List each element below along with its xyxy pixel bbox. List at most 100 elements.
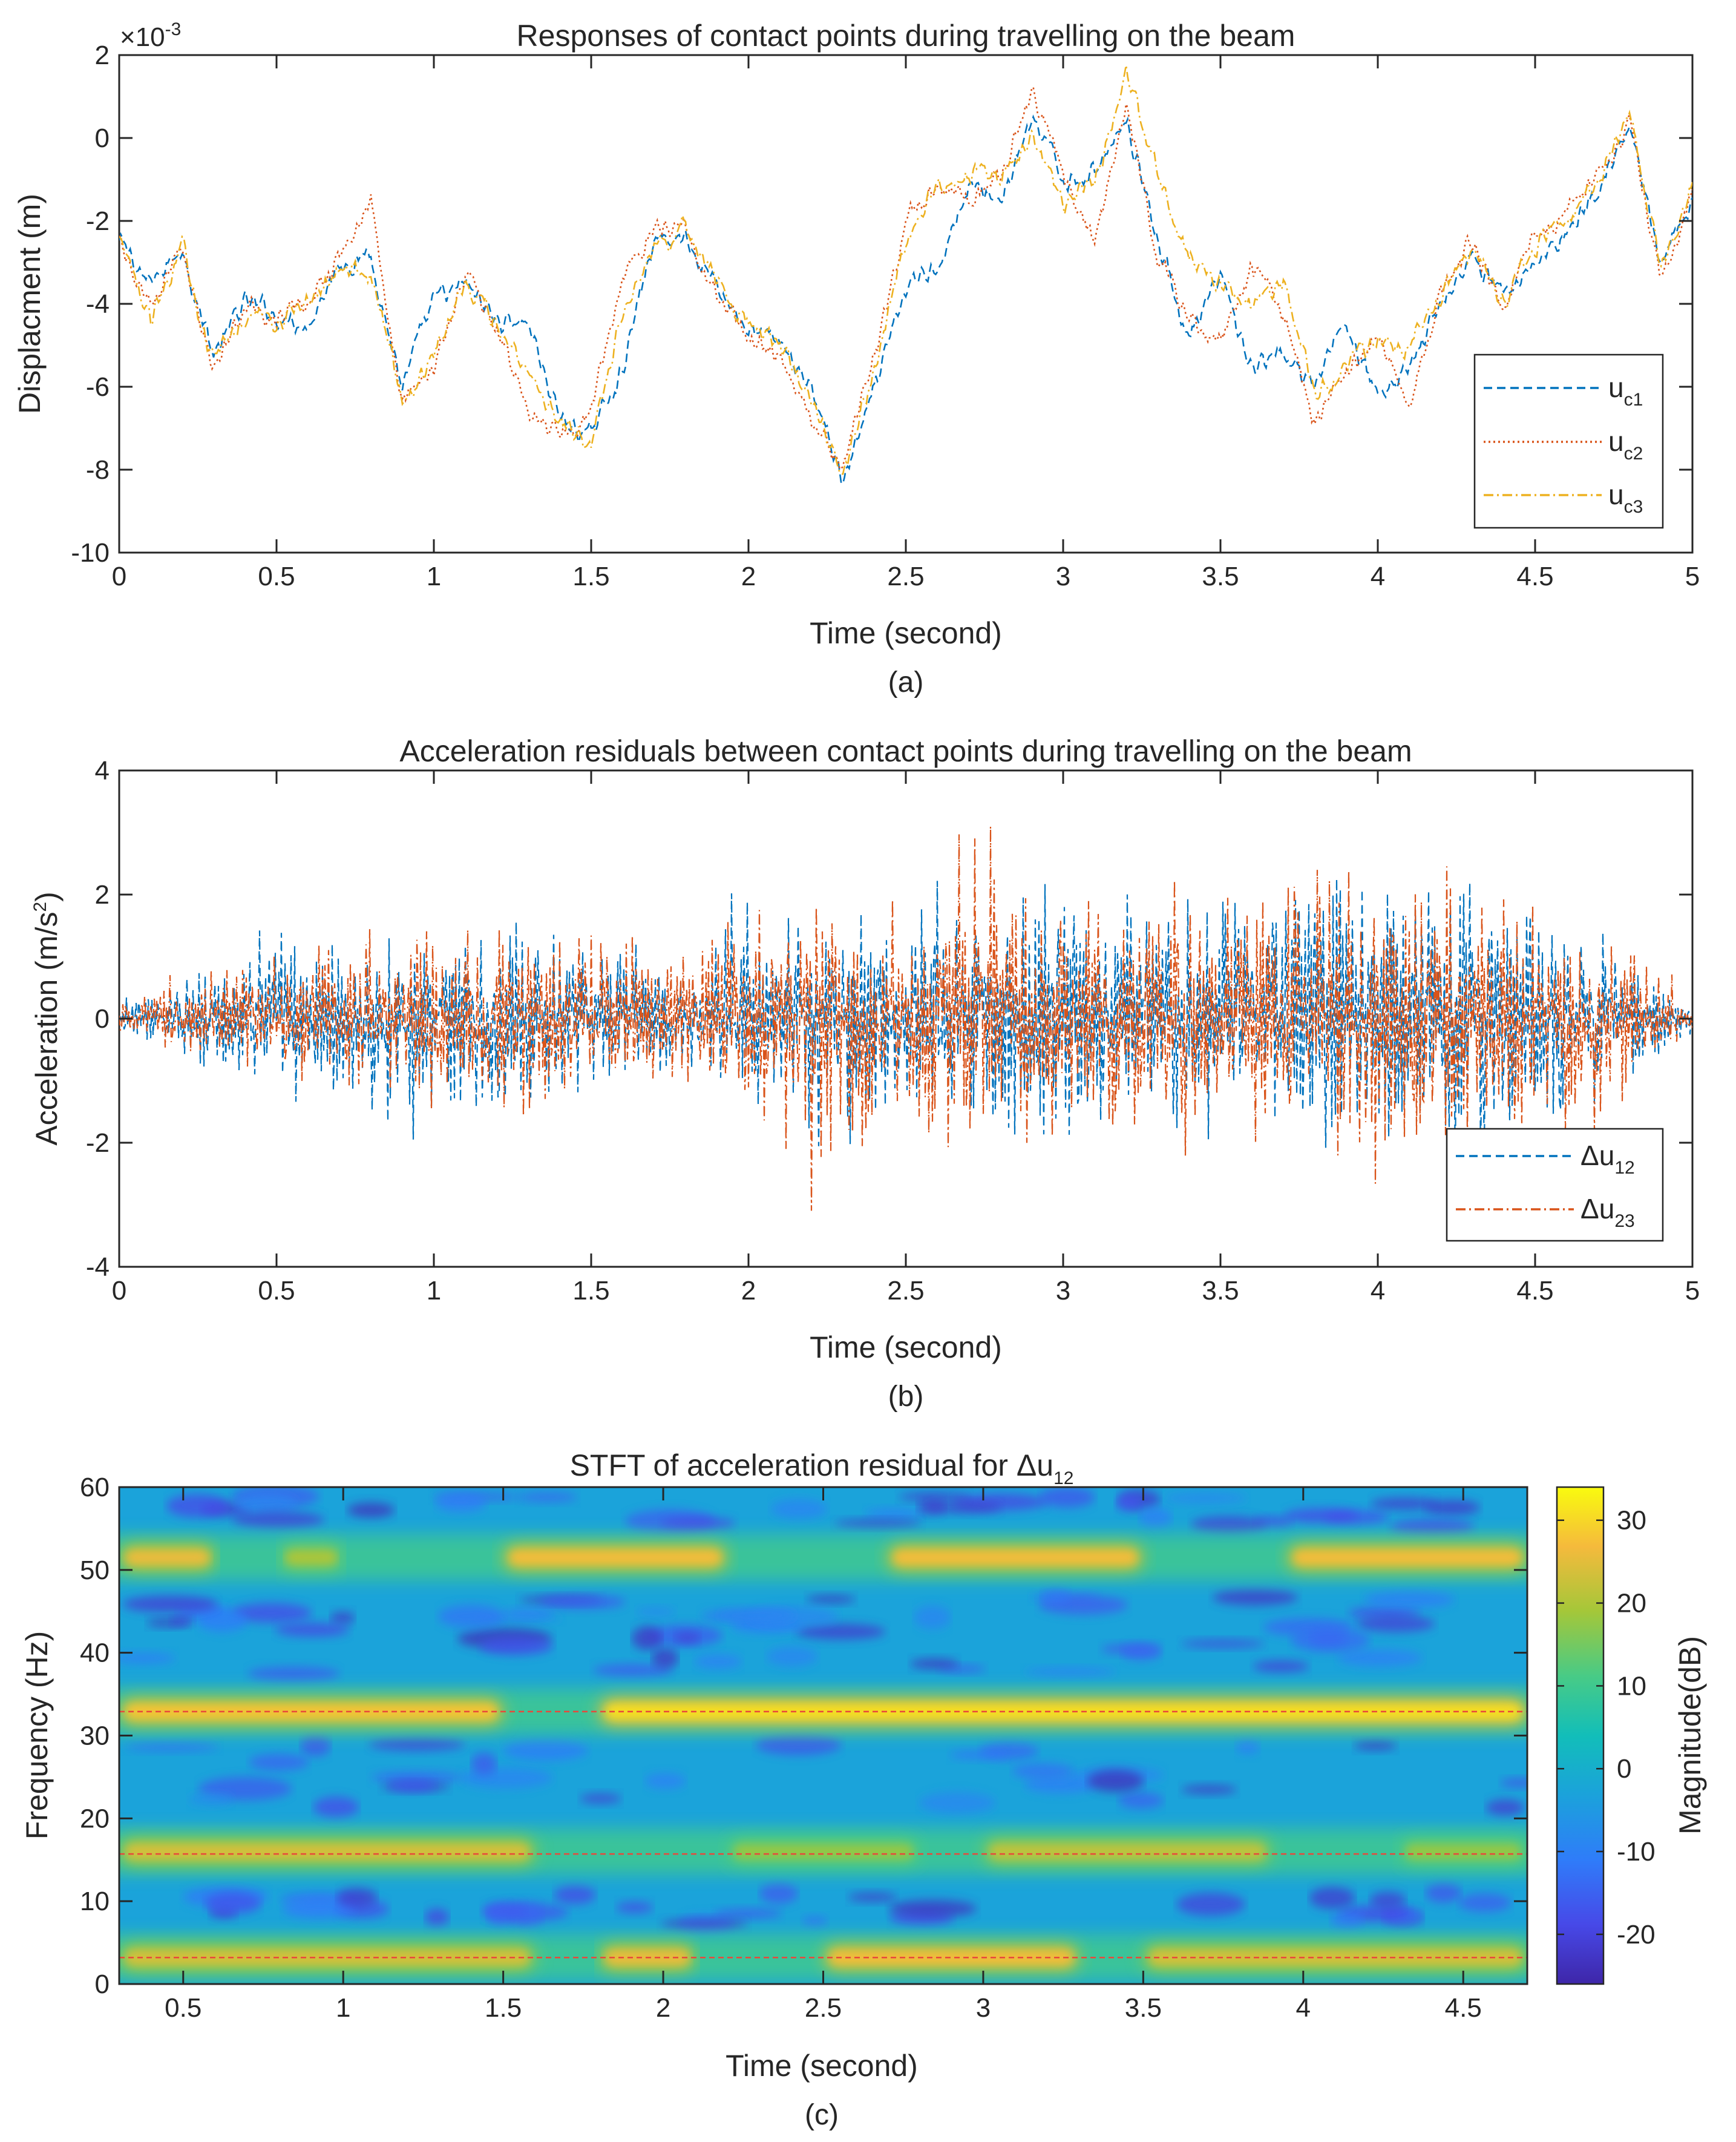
spectrogram-low-patch	[1371, 1497, 1438, 1510]
x-tick-label: 3	[1056, 1276, 1070, 1306]
spectrogram-low-patch	[283, 1900, 356, 1919]
spectrogram-low-patch	[370, 1772, 462, 1783]
x-tick-label: 1.5	[572, 562, 609, 591]
spectrogram-low-patch	[1118, 1792, 1164, 1809]
spectrogram-low-patch	[651, 1648, 679, 1669]
series-line-c3	[119, 65, 1692, 475]
x-tick-label: 1	[336, 1993, 350, 2023]
spectrogram-low-patch	[1164, 1493, 1247, 1503]
x-tick-label: 0.5	[165, 1993, 201, 2023]
spectrogram-low-patch	[169, 1617, 195, 1625]
spectrogram-energy-core	[893, 1550, 1138, 1565]
spectrogram-low-patch	[1024, 1776, 1098, 1793]
y-tick-label: -4	[86, 1252, 110, 1282]
panel-a-exponent-label: ×10-3	[120, 19, 181, 52]
spectrogram-low-patch	[759, 1883, 798, 1904]
spectrogram-low-patch	[1283, 1508, 1358, 1523]
spectrogram-low-patch	[889, 1900, 977, 1917]
spectrogram-low-patch	[313, 1796, 359, 1818]
spectrogram-low-patch	[503, 1739, 588, 1761]
spectrogram-low-patch	[1012, 1763, 1075, 1779]
y-tick-label: -4	[86, 289, 110, 319]
panel-c-x-label: Time (second)	[726, 2049, 918, 2083]
spectrogram-low-patch	[661, 1517, 736, 1531]
y-tick-label: 40	[80, 1638, 110, 1668]
legend-label-du12: Δu12	[1580, 1140, 1635, 1178]
spectrogram-low-patch	[865, 1508, 924, 1519]
series-line-du23	[119, 826, 1692, 1211]
spectrogram-low-patch	[235, 1494, 298, 1514]
spectrogram-low-patch	[694, 1654, 742, 1669]
spectrogram-low-patch	[330, 1612, 356, 1624]
panel-a-plot-area	[119, 65, 1692, 485]
spectrogram-low-patch	[1139, 1507, 1173, 1528]
spectrogram-energy-core	[125, 1950, 529, 1965]
y-tick-label: 4	[95, 756, 110, 786]
spectrogram-low-patch	[1485, 1799, 1525, 1816]
spectrogram-low-patch	[232, 1511, 325, 1528]
panel-a-title: Responses of contact points during trave…	[517, 19, 1295, 53]
legend-label-uc1: uc1	[1608, 372, 1643, 410]
spectrogram-low-patch	[122, 1595, 218, 1613]
y-tick-label: 0	[95, 1970, 110, 1999]
x-tick-label: 2.5	[887, 1276, 924, 1306]
spectrogram-low-patch	[756, 1734, 842, 1755]
spectrogram-low-patch	[247, 1667, 340, 1681]
spectrogram-heatmap	[119, 1487, 1527, 1984]
colorbar-label: Magnitude(dB)	[1673, 1636, 1707, 1835]
panel-a: Responses of contact points during trave…	[13, 19, 1700, 698]
x-tick-label: 1.5	[572, 1276, 609, 1306]
y-tick-label: -10	[71, 538, 110, 568]
y-tick-label: 20	[80, 1804, 110, 1833]
colorbar-tick-label: 20	[1617, 1589, 1646, 1618]
panel-a-legend-box	[1473, 353, 1664, 529]
x-tick-label: 3.5	[1202, 562, 1239, 591]
spectrogram-low-patch	[1181, 1785, 1238, 1795]
spectrogram-low-patch	[336, 1887, 378, 1907]
panel-a-x-label: Time (second)	[810, 616, 1002, 650]
spectrogram-low-patch	[1191, 1516, 1267, 1533]
spectrogram-low-patch	[388, 1779, 436, 1792]
panel-a-caption: (a)	[888, 666, 924, 698]
panel-a-y-label: Displacment (m)	[13, 194, 47, 414]
x-tick-label: 1	[427, 1276, 441, 1306]
spectrogram-low-patch	[1390, 1519, 1475, 1536]
spectrogram-low-patch	[1330, 1911, 1364, 1929]
x-tick-label: 3	[1056, 562, 1070, 591]
panel-a-axes-box	[118, 54, 1694, 554]
spectrogram-low-patch	[914, 1605, 951, 1629]
panel-b-legend: Δu12 Δu23	[1446, 1128, 1664, 1242]
x-tick-label: 2.5	[805, 1993, 842, 2023]
x-tick-label: 0	[112, 562, 126, 591]
y-tick-label: 50	[80, 1556, 110, 1585]
panel-c-title: STFT of acceleration residual for Δu12	[570, 1448, 1074, 1488]
spectrogram-low-patch	[593, 1664, 672, 1677]
spectrogram-low-patch	[806, 1595, 856, 1603]
spectrogram-energy-core	[125, 1550, 209, 1565]
colorbar-tick-label: 0	[1617, 1754, 1631, 1784]
spectrogram-low-patch	[166, 1494, 228, 1518]
colorbar-tick-label: -20	[1617, 1920, 1656, 1950]
series-line-c1	[119, 114, 1692, 485]
spectrogram-low-patch	[1181, 1640, 1265, 1648]
spectrogram-low-patch	[1235, 1739, 1260, 1754]
panel-b-legend-box	[1446, 1128, 1664, 1242]
x-tick-label: 4.5	[1516, 562, 1553, 591]
spectrogram-low-patch	[615, 1902, 653, 1913]
panel-a-y-ticks: 2 0 -2 -4 -6 -8 -10	[71, 41, 1692, 568]
spectrogram-low-patch	[1357, 1615, 1435, 1632]
spectrogram-low-patch	[205, 1892, 261, 1914]
y-tick-label: -6	[86, 372, 110, 402]
spectrogram-low-patch	[801, 1916, 829, 1926]
spectrogram-low-patch	[1253, 1660, 1309, 1672]
spectrogram-low-patch	[1115, 1494, 1142, 1511]
spectrogram-low-patch	[1369, 1891, 1406, 1909]
spectrogram-energy-core	[989, 1844, 1265, 1859]
spectrogram-low-patch	[1291, 1628, 1370, 1652]
x-tick-label: 5	[1685, 562, 1700, 591]
spectrogram-energy-core	[285, 1550, 338, 1565]
spectrogram-low-patch	[125, 1743, 219, 1751]
spectrogram-low-patch	[196, 1608, 248, 1632]
y-tick-label: -2	[86, 206, 110, 236]
panel-b: Acceleration residuals between contact p…	[30, 734, 1700, 1413]
